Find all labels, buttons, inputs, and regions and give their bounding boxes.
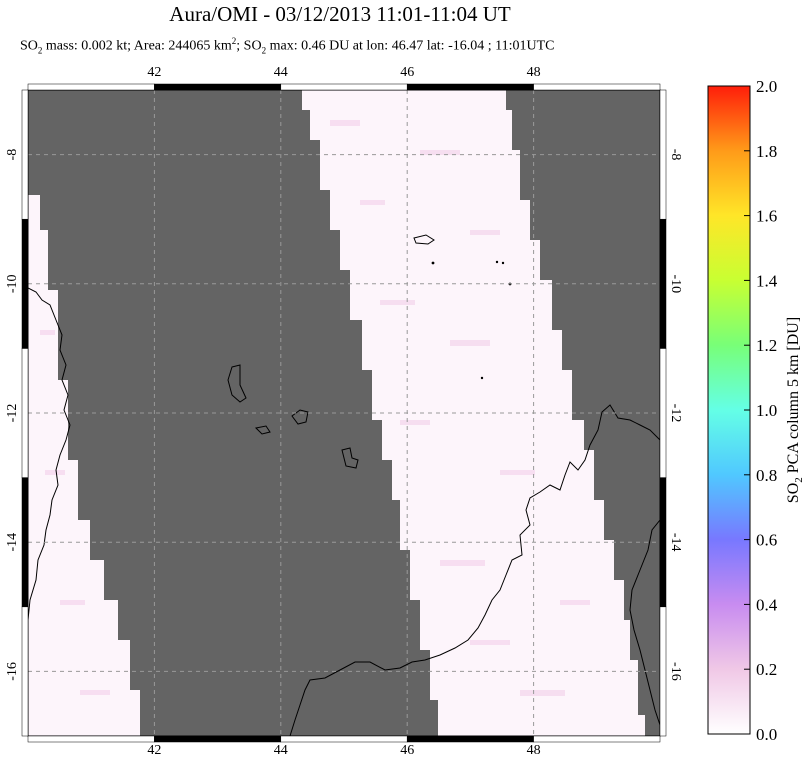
frame-bar-left [21,477,29,608]
lat-tick-right--14: -14 [668,533,683,552]
lon-tick-top-44: 44 [274,65,288,80]
frame-bar-bottom [280,735,408,743]
madagascar-coastline [289,404,660,736]
map-subtitle: SO2 mass: 0.002 kt; Area: 244065 km2; SO… [20,36,555,56]
map-area [28,90,660,736]
colorbar-tick-1.6: 1.6 [756,207,777,226]
lon-tick-top-48: 48 [527,65,541,80]
colorbar-tick-2.0: 2.0 [756,77,777,96]
colorbar-tick-1.8: 1.8 [756,142,777,161]
colorbar-ticks: 0.0 0.2 0.4 0.6 0.8 1.0 1.2 1.4 1.6 1.8 2.0 [744,77,778,744]
colorbar-tick-0.8: 0.8 [756,466,777,485]
frame-bar-right [659,606,667,737]
colorbar [707,85,751,735]
grande-comore-island [227,364,247,403]
so2-speckles [40,120,590,696]
graticule [28,90,660,736]
colorbar-tick-1.4: 1.4 [756,271,778,290]
frame-bar-top [406,83,534,91]
colorbar-tick-1.0: 1.0 [756,401,777,420]
frame-bar-top [280,83,408,91]
lat-tick-right--8: -8 [668,149,683,161]
lon-tick-top-42: 42 [147,65,161,80]
frame-bar-left [21,348,29,478]
colorbar-label: SO2 PCA column 5 km [DU] [785,317,805,503]
africa-coastline [28,287,71,621]
lat-tick-left--10: -10 [5,274,20,293]
frame-bar-right [659,89,667,220]
lon-tick-bottom-46: 46 [400,743,414,758]
frame-bar-top [27,83,155,91]
frame-bars [21,83,667,743]
frame-bar-bottom [406,735,534,743]
frame-bar-top [533,83,661,91]
lat-tick-left--12: -12 [5,404,20,423]
frame-bar-right [659,218,667,349]
colorbar-tick-0.0: 0.0 [756,725,777,744]
colorbar-tick-1.2: 1.2 [756,336,777,355]
lat-tick-right--16: -16 [668,662,683,681]
colorbar-tick-0.2: 0.2 [756,660,777,679]
madagascar-east-coastline [629,519,660,726]
anjouan-island [291,409,309,425]
frame-bar-right [659,348,667,478]
frame-bar-right [659,477,667,608]
mayotte-island [341,447,359,469]
colorbar-tick-0.6: 0.6 [756,531,777,550]
lat-tick-right--10: -10 [668,274,683,293]
aldabra-island [413,234,435,245]
lat-tick-left--16: -16 [5,662,20,681]
moheli-island [254,425,271,435]
frame-bar-top [154,83,282,91]
central-data-swath [302,90,645,736]
colorbar-tick-0.4: 0.4 [756,595,778,614]
lon-tick-top-46: 46 [400,65,414,80]
frame-bar-left [21,218,29,349]
frame-bar-left [21,89,29,220]
lon-tick-bottom-44: 44 [274,743,288,758]
frame-bar-left [21,606,29,737]
tick-labels: 42 42 44 44 46 46 48 48 -8 -8 -10 -10 -12 -12 -14 -14 -1… [5,65,683,758]
frame-bar-bottom [533,735,661,743]
left-data-swath [28,195,140,736]
lat-tick-right--12: -12 [668,404,683,423]
lon-tick-bottom-42: 42 [147,743,161,758]
frame-bar-bottom [27,735,155,743]
frame-bar-bottom [154,735,282,743]
lat-tick-left--8: -8 [5,149,20,161]
lat-tick-left--14: -14 [5,533,20,552]
map-title: Aura/OMI - 03/12/2013 11:01-11:04 UT [169,2,511,26]
lon-tick-bottom-48: 48 [527,743,541,758]
